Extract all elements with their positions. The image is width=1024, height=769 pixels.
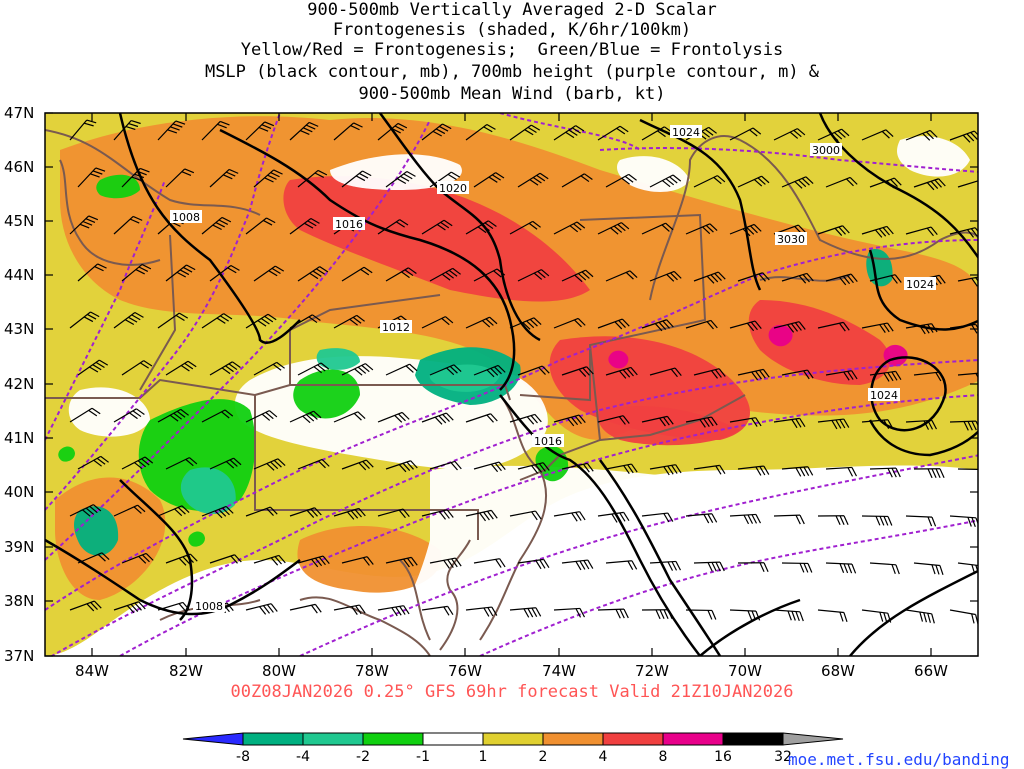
isobar-label: 1008 [195, 600, 223, 613]
colorbar-tick-label: 4 [599, 749, 608, 765]
colorbar-tick-label: -2 [356, 749, 370, 765]
lat-label: 46N [4, 158, 34, 176]
forecast-valid-footer: 00Z08JAN2026 0.25° GFS 69hr forecast Val… [0, 682, 1024, 702]
colorbar-tick-label: -4 [296, 749, 310, 765]
lat-label: 40N [4, 483, 34, 501]
colorbar-segment [783, 733, 843, 745]
lon-label: 82W [169, 662, 203, 680]
lat-label: 39N [4, 538, 34, 556]
isobar-label: 1024 [672, 126, 700, 139]
colorbar-tick-label: 16 [714, 749, 732, 765]
lon-label: 66W [914, 662, 948, 680]
isobar-label: 1016 [534, 435, 562, 448]
colorbar-segment [363, 733, 423, 745]
colorbar-segment [183, 733, 243, 745]
lat-label: 47N [4, 104, 34, 122]
isobar-label: 1008 [172, 211, 200, 224]
isobar-label: 1024 [906, 278, 934, 291]
isobar-label: 1024 [870, 389, 898, 402]
colorbar-segment [483, 733, 543, 745]
colorbar-tick-label: -8 [236, 749, 250, 765]
colorbar-segment [423, 733, 483, 745]
isobar-label: 1020 [439, 182, 467, 195]
lon-label: 78W [355, 662, 389, 680]
lat-label: 44N [4, 266, 34, 284]
lat-label: 45N [4, 212, 34, 230]
colorbar-segment [723, 733, 783, 745]
lon-label: 70W [728, 662, 762, 680]
colorbar-segment [543, 733, 603, 745]
colorbar-segment [663, 733, 723, 745]
isobar-label: 1016 [335, 218, 363, 231]
colorbar-segment [603, 733, 663, 745]
lat-label: 41N [4, 429, 34, 447]
lat-label: 38N [4, 592, 34, 610]
lat-label: 43N [4, 320, 34, 338]
colorbar-segment [303, 733, 363, 745]
source-credit: moe.met.fsu.edu/banding [788, 750, 1010, 769]
colorbar-tick-label: 2 [539, 749, 548, 765]
lon-label: 80W [262, 662, 296, 680]
lon-label: 68W [821, 662, 855, 680]
colorbar-tick-label: -1 [416, 749, 430, 765]
lat-label: 42N [4, 375, 34, 393]
colorbar-segment [243, 733, 303, 745]
lon-label: 84W [75, 662, 109, 680]
colorbar-tick-label: 1 [479, 749, 488, 765]
height-label: 3030 [777, 233, 805, 246]
colorbar-tick-label: 8 [659, 749, 668, 765]
height-label: 3000 [812, 144, 840, 157]
lat-label: 37N [4, 647, 34, 665]
lon-label: 72W [635, 662, 669, 680]
isobar-label: 1012 [382, 321, 410, 334]
lon-label: 74W [542, 662, 576, 680]
lon-label: 76W [448, 662, 482, 680]
